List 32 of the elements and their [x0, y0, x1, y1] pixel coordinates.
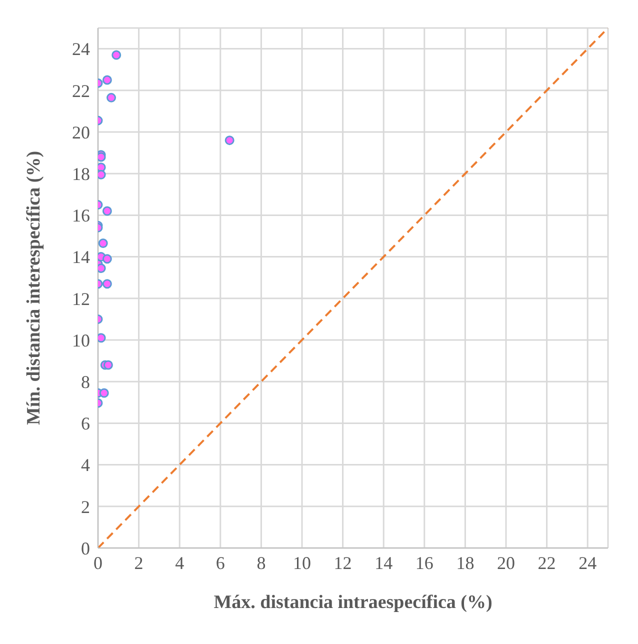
x-tick-label: 10 — [293, 552, 311, 573]
y-tick-label: 22 — [72, 80, 90, 101]
y-tick-label: 12 — [72, 288, 90, 309]
x-tick-label: 16 — [415, 552, 434, 573]
x-tick-label: 0 — [94, 552, 102, 573]
x-tick-label: 18 — [456, 552, 474, 573]
point — [98, 170, 106, 180]
y-tick-label: 20 — [72, 122, 90, 142]
y-tick-label: 6 — [81, 414, 90, 434]
y-tick-label: 4 — [81, 455, 90, 476]
y-tick-label: 10 — [72, 330, 90, 350]
y-tick-label: 0 — [81, 538, 90, 558]
x-tick-label: 8 — [256, 552, 266, 573]
y-tick-label: 24 — [72, 39, 90, 60]
x-tick-label: 12 — [334, 552, 352, 573]
x-tick-label: 24 — [578, 552, 597, 573]
x-tick-label: 14 — [374, 552, 393, 573]
y-tick-label: 16 — [72, 206, 90, 226]
point — [98, 162, 106, 172]
y-tick-label: 8 — [81, 372, 90, 392]
point — [98, 333, 106, 343]
x-axis-title: Máx. distancia intraespecífica (%) — [214, 592, 492, 613]
x-tick-label: 6 — [216, 552, 225, 573]
y-tick-label: 18 — [72, 164, 90, 184]
y-tick-label: 2 — [81, 496, 90, 517]
y-tick-label: 14 — [72, 247, 90, 268]
x-tick-label: 4 — [175, 552, 184, 573]
x-tick-label: 2 — [134, 552, 144, 573]
point — [98, 263, 106, 273]
x-tick-label: 22 — [538, 552, 556, 573]
x-tick-label: 20 — [497, 552, 515, 573]
y-axis-title: Mín. distancia interespecífica (%) — [24, 150, 45, 426]
